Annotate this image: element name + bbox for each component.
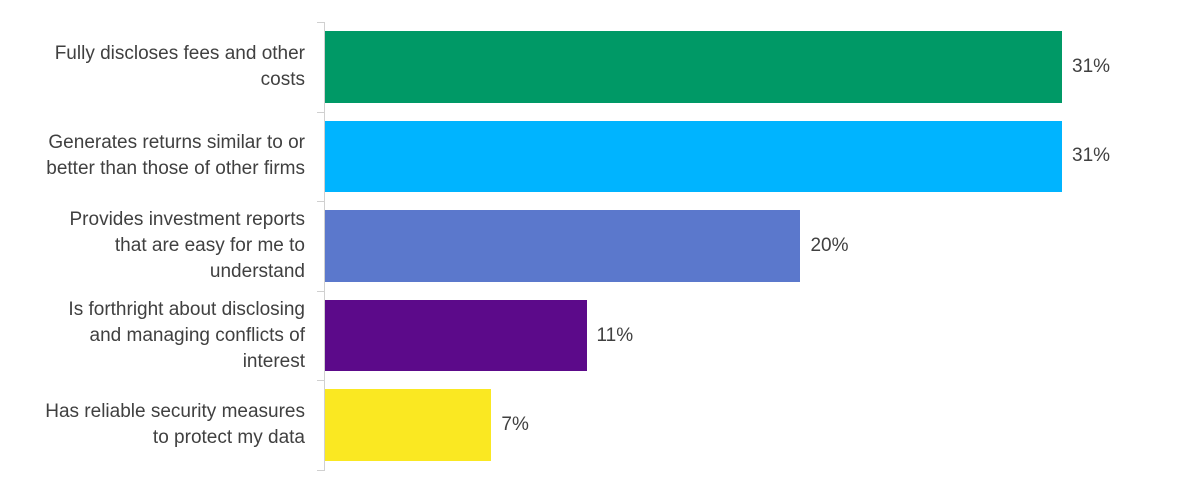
axis-tick [317,290,325,292]
category-label: Generates returns similar to or better t… [46,132,305,180]
axis-tick [317,201,325,203]
bar [325,210,801,282]
bar [325,30,1062,103]
axis-tick [317,380,325,382]
value-label: 31% [1072,145,1111,167]
axis-tick [317,470,325,471]
axis-tick [317,22,325,23]
value-label: 7% [501,414,529,436]
axis-line [324,22,325,470]
category-label: Fully discloses fees and other costs [54,42,305,90]
bar [325,120,1062,193]
category-label: Is forthright about disclosing and manag… [68,298,305,372]
value-label: 20% [810,235,849,256]
bar [325,389,492,462]
category-label: Provides investment reports that are eas… [69,208,306,282]
value-label: 11% [596,324,634,346]
value-label: 31% [1072,55,1111,77]
axis-tick [317,111,325,113]
category-label: Has reliable security measures to protec… [45,401,305,449]
bar [325,299,587,372]
